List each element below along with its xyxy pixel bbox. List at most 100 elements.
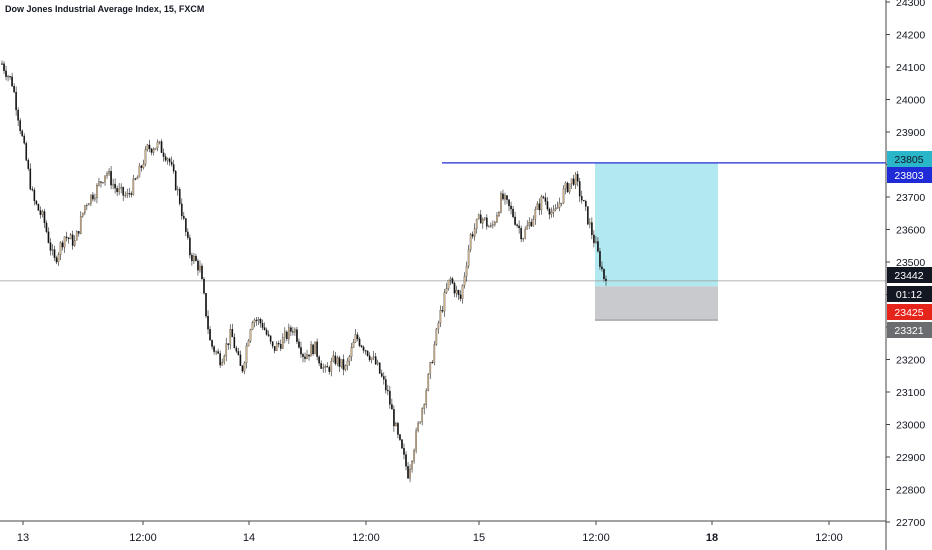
down-candle xyxy=(566,182,569,193)
candle xyxy=(130,191,133,198)
up-candle xyxy=(437,322,440,330)
candle xyxy=(195,253,197,262)
candle xyxy=(463,272,466,289)
candle xyxy=(65,231,68,242)
candle xyxy=(185,217,187,237)
candle xyxy=(591,217,593,240)
candle xyxy=(358,336,361,348)
candle xyxy=(356,332,359,342)
candle xyxy=(27,158,30,171)
up-candle xyxy=(73,240,76,246)
candle xyxy=(90,194,92,207)
candle xyxy=(215,350,217,356)
candle xyxy=(510,201,512,215)
price-axis[interactable]: 2430024200241002400023900238002370023600… xyxy=(885,0,925,550)
down-candle xyxy=(11,76,13,87)
up-candle xyxy=(504,195,506,200)
down-candle xyxy=(203,278,205,294)
up-candle xyxy=(221,362,224,366)
candle xyxy=(328,365,331,375)
up-candle xyxy=(395,423,397,427)
price-tag-entry: 23425 xyxy=(887,304,932,320)
candle xyxy=(532,215,535,227)
candle xyxy=(158,140,161,145)
candle xyxy=(415,427,417,454)
candle xyxy=(514,211,516,226)
candle xyxy=(263,322,266,331)
up-candle xyxy=(249,329,252,342)
up-candle xyxy=(215,351,217,353)
candle xyxy=(136,175,139,180)
down-candle xyxy=(593,234,595,244)
candle xyxy=(308,354,310,361)
up-candle xyxy=(98,181,100,186)
candle xyxy=(83,205,86,216)
price-tag-bg xyxy=(887,151,932,167)
down-candle xyxy=(451,278,454,284)
candle xyxy=(378,362,381,375)
candle xyxy=(395,421,397,427)
down-candle xyxy=(290,327,292,332)
candle xyxy=(55,255,58,265)
down-candle xyxy=(17,109,19,121)
down-candle xyxy=(479,214,482,224)
down-candle xyxy=(401,439,403,449)
up-candle xyxy=(253,319,256,323)
down-candle xyxy=(453,283,456,294)
down-candle xyxy=(265,329,268,335)
down-candle xyxy=(382,376,385,380)
up-candle xyxy=(500,193,502,213)
candle xyxy=(399,433,401,441)
candle xyxy=(81,212,84,218)
candle xyxy=(63,236,66,253)
time-axis[interactable]: 13 12:00 14 12:00 15 12:00 18 12:00 xyxy=(0,520,886,544)
candle xyxy=(51,244,54,256)
candle xyxy=(485,214,488,230)
down-candle xyxy=(49,242,52,251)
down-candle xyxy=(92,194,94,200)
up-candle xyxy=(102,182,104,184)
candle xyxy=(110,165,112,190)
down-candle xyxy=(185,218,187,233)
down-candle xyxy=(77,231,80,234)
candle xyxy=(473,223,476,241)
up-candle xyxy=(589,222,591,225)
candle xyxy=(294,327,296,336)
up-candle xyxy=(59,242,62,255)
candle xyxy=(142,159,145,170)
candle xyxy=(168,157,171,166)
candle xyxy=(538,198,541,216)
candle xyxy=(104,175,106,186)
down-candle xyxy=(110,171,112,186)
up-candle xyxy=(247,340,250,347)
up-candle xyxy=(81,212,84,217)
up-candle xyxy=(465,266,468,277)
candle xyxy=(255,316,258,326)
candle xyxy=(506,194,508,204)
candle xyxy=(459,290,462,302)
up-candle xyxy=(524,229,527,239)
down-candle xyxy=(380,373,383,377)
down-candle xyxy=(384,379,387,391)
candle xyxy=(536,201,539,210)
down-candle xyxy=(457,290,460,295)
candle xyxy=(39,206,42,219)
price-tag-stop: 23321 xyxy=(887,322,932,338)
up-candle xyxy=(96,184,98,199)
down-candle xyxy=(298,341,300,348)
time-tick-label: 15 xyxy=(473,532,485,544)
candle xyxy=(275,341,278,351)
up-candle xyxy=(354,334,357,343)
candle xyxy=(350,342,353,361)
candle xyxy=(382,372,385,385)
down-candle xyxy=(150,148,153,153)
time-tick-label: 12:00 xyxy=(582,532,610,544)
down-candle xyxy=(586,206,589,225)
down-candle xyxy=(172,164,175,172)
candle xyxy=(534,206,537,225)
candle xyxy=(593,230,595,248)
candle xyxy=(33,187,36,206)
candle xyxy=(344,364,347,372)
candle xyxy=(77,231,80,237)
